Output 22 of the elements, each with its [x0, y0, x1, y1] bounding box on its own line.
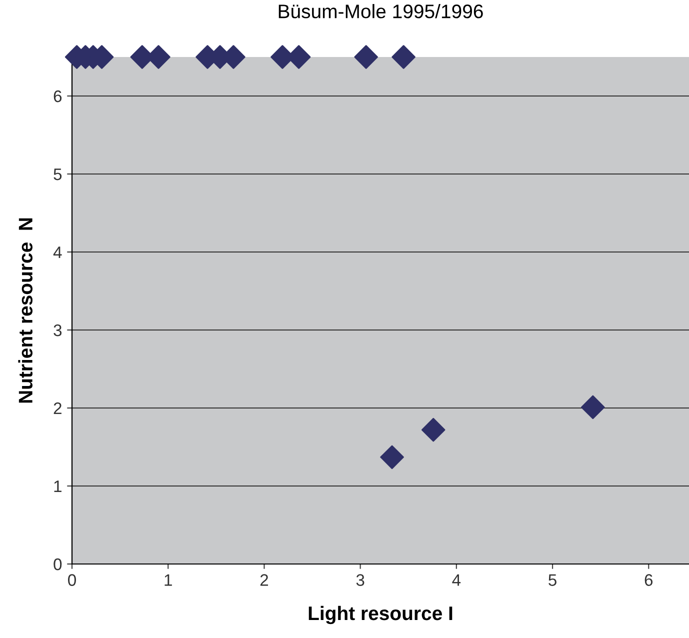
point: [380, 445, 404, 470]
x-tick-label: 3: [356, 574, 364, 586]
y-tick-label: 0: [54, 558, 62, 570]
y-tick-label: 3: [54, 324, 62, 336]
chart-title: Büsum-Mole 1995/1996: [278, 4, 483, 18]
point: [581, 395, 605, 420]
x-tick-label: 2: [260, 574, 268, 586]
x-tick-label: 1: [164, 574, 172, 586]
x-tick-label: 5: [548, 574, 556, 586]
y-tick-label: 4: [53, 246, 62, 258]
point: [421, 418, 446, 442]
y-tick-label: 2: [54, 402, 62, 414]
y-tick-label: 6: [54, 90, 62, 102]
point: [392, 45, 416, 69]
y-axis-title: Nutrient resource N: [18, 218, 32, 403]
x-tick-label: 0: [68, 574, 76, 586]
y-tick-label: 1: [54, 480, 62, 492]
point: [354, 45, 378, 69]
y-tick-label: 5: [54, 168, 62, 180]
x-axis-title: Light resource I: [308, 606, 452, 624]
x-tick-label: 4: [452, 574, 461, 586]
x-tick-label: 6: [644, 574, 653, 586]
